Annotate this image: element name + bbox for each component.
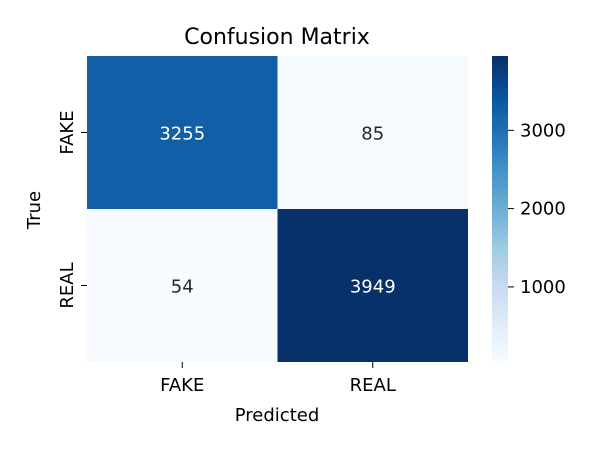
heatmap-cell-fake-real xyxy=(277,56,468,209)
colorbar-tick-label: 3000 xyxy=(520,120,566,141)
x-axis-ticks: FAKE REAL xyxy=(160,362,396,396)
x-tick-label: FAKE xyxy=(160,375,204,396)
colorbar-ticks: 1000 2000 3000 xyxy=(508,120,566,298)
y-axis-label: True xyxy=(24,191,45,230)
colorbar-tick-label: 1000 xyxy=(520,277,566,298)
cell-value-label: 3949 xyxy=(350,277,396,298)
heatmap-cells xyxy=(87,56,468,362)
colorbar-tick-label: 2000 xyxy=(520,199,566,220)
chart-title: Confusion Matrix xyxy=(184,25,370,50)
heatmap-cell-labels: 3255 85 54 3949 xyxy=(159,124,395,298)
heatmap-cell-real-fake xyxy=(87,209,278,362)
cell-value-label: 85 xyxy=(361,124,384,145)
cell-value-label: 54 xyxy=(171,277,194,298)
heatmap-cell-fake-fake xyxy=(87,56,278,209)
x-axis-label: Predicted xyxy=(235,405,320,426)
cell-value-label: 3255 xyxy=(159,124,205,145)
heatmap-cell-real-real xyxy=(277,209,468,362)
y-axis-ticks: FAKE REAL xyxy=(57,110,87,309)
colorbar xyxy=(492,56,508,361)
y-tick-label: FAKE xyxy=(57,110,78,154)
y-tick-label: REAL xyxy=(57,262,78,308)
x-tick-label: REAL xyxy=(350,375,396,396)
